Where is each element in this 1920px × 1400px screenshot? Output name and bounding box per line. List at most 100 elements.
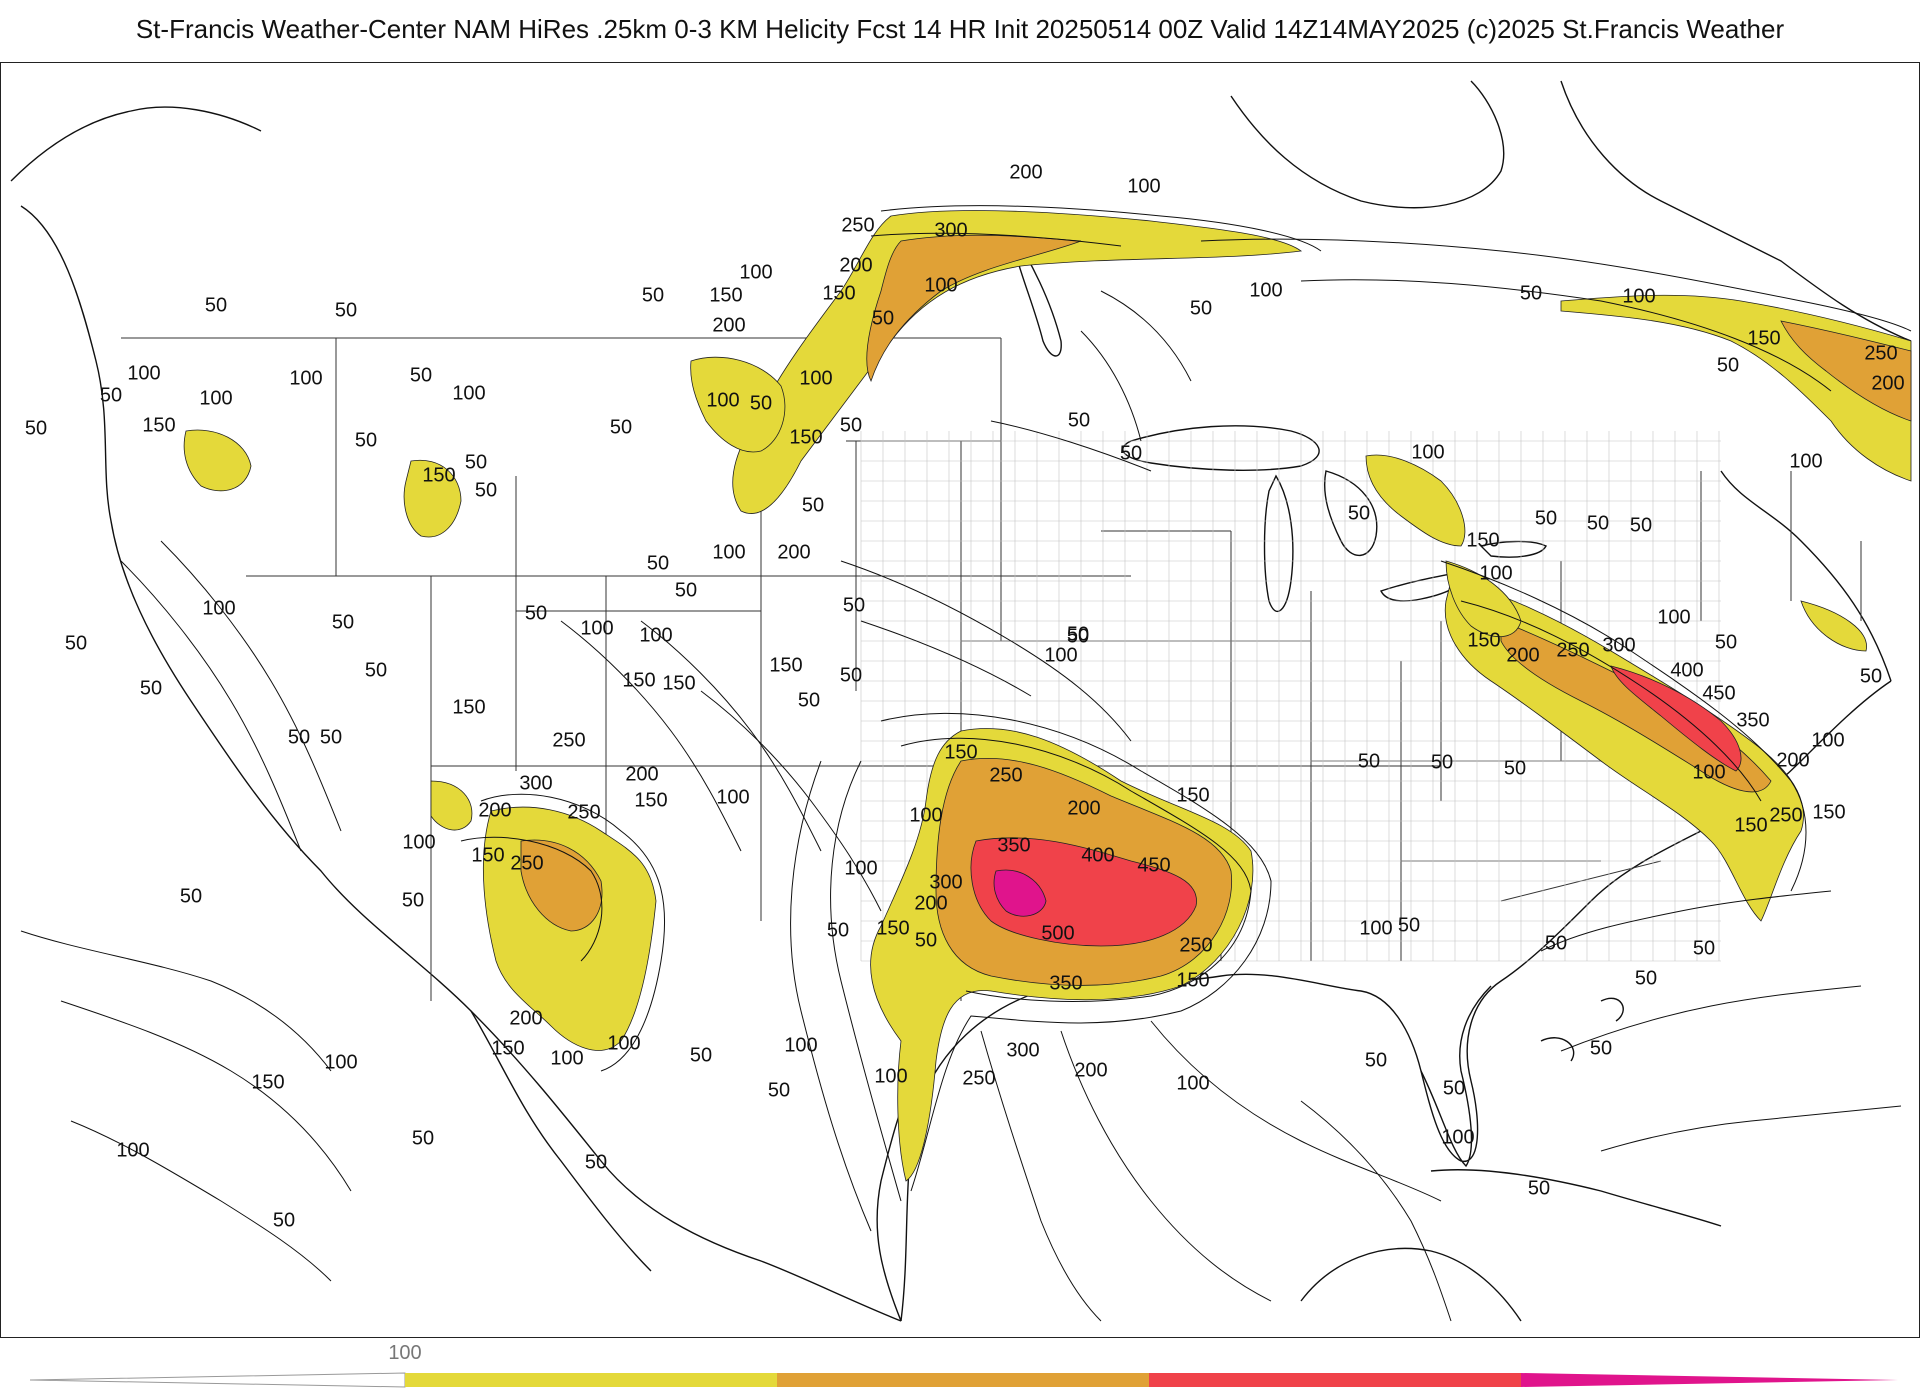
contour-label: 50 <box>332 611 354 633</box>
colorbar-low-triangle <box>30 1372 406 1388</box>
contour-label: 50 <box>840 414 862 436</box>
contour-label: 50 <box>140 677 162 699</box>
contour-label: 100 <box>452 382 485 404</box>
contour-label: 100 <box>1479 562 1512 584</box>
map-panel: 50 50 100 100 50 100 50 100 50 150 50 50 150 50 50 100 5… <box>0 62 1920 1338</box>
contour-label: 50 <box>65 632 87 654</box>
fill-idaho-100 <box>403 459 462 538</box>
contour-labels: 50 50 100 100 50 100 50 100 50 150 50 50 150 50 50 100 5… <box>25 161 1905 1231</box>
contour-label: 150 <box>452 696 485 718</box>
contour-label: 100 <box>289 367 322 389</box>
fill-quebec-200 <box>1780 320 1912 422</box>
contour-label: 100 <box>712 541 745 563</box>
contour-label: 50 <box>100 384 122 406</box>
contour-label: 100 <box>639 624 672 646</box>
contour-label: 500 <box>1041 922 1074 944</box>
colorbar-segment-400-triangle <box>1521 1373 1898 1387</box>
contour-label: 50 <box>475 479 497 501</box>
contour-label: 150 <box>142 414 175 436</box>
contour-label: 50 <box>1535 507 1557 529</box>
contour-label: 100 <box>844 857 877 879</box>
contour-label: 50 <box>1717 354 1739 376</box>
yucatan-coast <box>1300 1247 1522 1322</box>
contour-label: 50 <box>642 284 664 306</box>
contour-label: 200 <box>1776 749 1809 771</box>
atlantic-coast <box>1720 470 1892 682</box>
colorbar-segment-200 <box>777 1373 1149 1387</box>
contour-label: 50 <box>843 594 865 616</box>
contour-label: 100 <box>1657 606 1690 628</box>
fill-oregon-100 <box>183 429 252 492</box>
contour-label: 50 <box>1528 1177 1550 1199</box>
contour-label: 250 <box>1556 639 1589 661</box>
contour-label: 100 <box>402 831 435 853</box>
contour-label: 100 <box>580 617 613 639</box>
contour-label: 100 <box>116 1139 149 1161</box>
contour-label: 150 <box>662 672 695 694</box>
contour-label: 50 <box>798 689 820 711</box>
contour-label: 50 <box>1358 750 1380 772</box>
contour-label: 50 <box>288 726 310 748</box>
contour-label: 50 <box>675 579 697 601</box>
contour-label: 150 <box>634 789 667 811</box>
coastlines <box>10 80 1912 1322</box>
contour-label: 150 <box>1176 784 1209 806</box>
contour-label: 50 <box>1715 631 1737 653</box>
contour-label: 50 <box>915 929 937 951</box>
contour-label: 100 <box>716 786 749 808</box>
contour-label: 50 <box>365 659 387 681</box>
contour-label: 50 <box>1431 751 1453 773</box>
contour-label: 100 <box>607 1032 640 1054</box>
fill-pennsylvania-100 <box>1445 560 1522 638</box>
contour-label: 50 <box>1860 665 1882 687</box>
bahamas <box>1540 997 1624 1062</box>
contour-label: 50 <box>1068 409 1090 431</box>
contour-label: 350 <box>997 834 1030 856</box>
contour-label: 50 <box>1398 914 1420 936</box>
contour-label: 50 <box>412 1127 434 1149</box>
contour-label: 50 <box>585 1151 607 1173</box>
contour-label: 150 <box>944 741 977 763</box>
contour-label: 250 <box>1179 934 1212 956</box>
contour-label: 200 <box>509 1007 542 1029</box>
contour-label: 100 <box>550 1047 583 1069</box>
contour-label: 50 <box>750 392 772 414</box>
contour-label: 250 <box>510 852 543 874</box>
contour-label: 300 <box>519 772 552 794</box>
contour-label: 200 <box>712 314 745 336</box>
contour-label: 400 <box>1081 844 1114 866</box>
contour-label: 200 <box>1009 161 1042 183</box>
contour-lines <box>20 205 1912 1322</box>
contour-label: 200 <box>478 799 511 821</box>
contour-label: 200 <box>839 254 872 276</box>
contour-label: 50 <box>1067 623 1089 645</box>
contour-label: 150 <box>876 917 909 939</box>
contour-label: 200 <box>777 541 810 563</box>
lake-winnipeg <box>1010 230 1062 357</box>
pacific-coastline <box>20 205 902 1322</box>
colorbar: 100 <box>30 1342 1900 1392</box>
contour-label: 250 <box>1769 804 1802 826</box>
fill-atlantic-100 <box>1800 600 1867 652</box>
lake-michigan <box>1263 474 1294 613</box>
contour-label: 100 <box>784 1034 817 1056</box>
contour-label: 450 <box>1702 682 1735 704</box>
contour-label: 50 <box>1348 502 1370 524</box>
contour-label: 100 <box>909 804 942 826</box>
contour-label: 50 <box>1120 442 1142 464</box>
contour-label: 50 <box>525 602 547 624</box>
contour-label: 150 <box>622 669 655 691</box>
contour-label: 300 <box>1006 1039 1039 1061</box>
cuba-outline <box>1430 1169 1722 1227</box>
contour-label: 350 <box>1736 709 1769 731</box>
contour-label: 150 <box>422 464 455 486</box>
lake-huron <box>1324 470 1378 557</box>
hudson-bay-shore <box>1230 80 1505 209</box>
colorbar-bar <box>30 1372 1898 1388</box>
contour-label: 50 <box>205 294 227 316</box>
contour-label: 50 <box>320 726 342 748</box>
contour-label: 150 <box>491 1037 524 1059</box>
contour-label: 300 <box>929 871 962 893</box>
contour-label: 100 <box>199 387 232 409</box>
contour-label: 250 <box>989 764 1022 786</box>
